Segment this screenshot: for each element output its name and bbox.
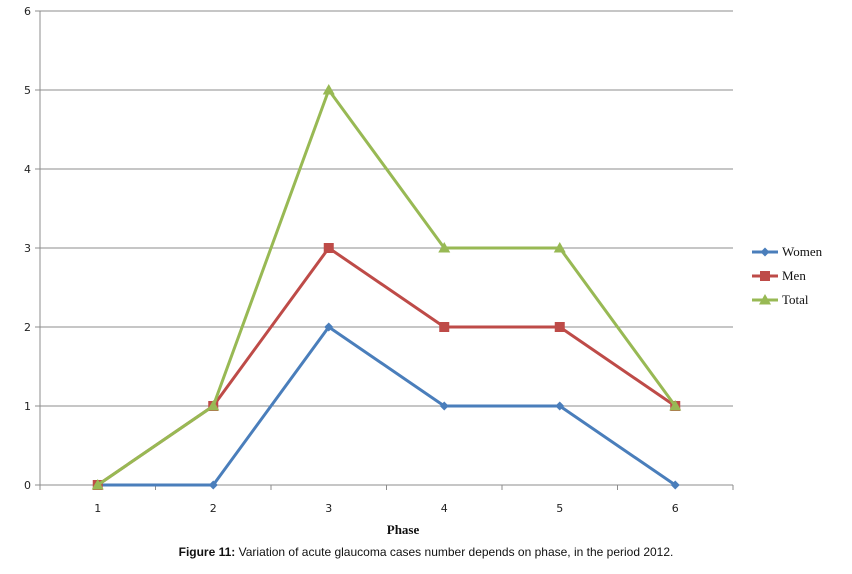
data-point-men-3 bbox=[323, 243, 334, 253]
data-point-women-3 bbox=[324, 322, 334, 332]
legend-label-men: Men bbox=[782, 268, 806, 283]
y-tick-label-4: 4 bbox=[24, 163, 31, 176]
y-tick-label-6: 6 bbox=[24, 5, 31, 18]
data-point-total-3 bbox=[322, 84, 335, 95]
x-tick-label-5: 5 bbox=[556, 502, 563, 515]
figure-caption: Figure 11: Variation of acute glaucoma c… bbox=[0, 545, 852, 559]
axes: 0 1 2 3 4 5 6 1 2 3 4 5 6 bbox=[24, 5, 734, 515]
legend-label-women: Women bbox=[782, 244, 823, 259]
x-tick-label-3: 3 bbox=[325, 502, 332, 515]
y-tick-label-1: 1 bbox=[24, 400, 31, 413]
gridlines bbox=[40, 10, 733, 407]
legend-marker-women bbox=[760, 247, 770, 257]
y-tick-label-0: 0 bbox=[24, 479, 31, 492]
y-tick-label-5: 5 bbox=[24, 84, 31, 97]
legend: Women Men Total bbox=[752, 244, 823, 307]
legend-label-total: Total bbox=[782, 292, 809, 307]
data-point-women-2 bbox=[208, 480, 218, 490]
data-point-total-1 bbox=[91, 479, 104, 490]
x-tick-label-2: 2 bbox=[210, 502, 217, 515]
data-point-men-4 bbox=[439, 322, 450, 332]
data-point-total-5 bbox=[553, 242, 566, 253]
data-point-total-4 bbox=[438, 242, 451, 253]
legend-marker-men bbox=[760, 271, 770, 281]
legend-item-total: Total bbox=[752, 292, 809, 307]
x-axis-title: Phase bbox=[387, 522, 420, 537]
data-point-total-2 bbox=[207, 400, 220, 411]
legend-item-women: Women bbox=[752, 244, 823, 259]
x-tick-label-4: 4 bbox=[441, 502, 448, 515]
data-point-women-4 bbox=[439, 401, 449, 411]
data-point-women-5 bbox=[555, 401, 565, 411]
caption-label: Figure 11: bbox=[178, 545, 236, 559]
legend-item-men: Men bbox=[752, 268, 806, 283]
legend-marker-total bbox=[759, 294, 771, 305]
data-point-women-6 bbox=[670, 480, 680, 490]
series-lines bbox=[91, 84, 682, 490]
data-point-total-6 bbox=[669, 400, 682, 411]
y-tick-label-2: 2 bbox=[24, 321, 31, 334]
data-point-men-5 bbox=[554, 322, 565, 332]
caption-text: Variation of acute glaucoma cases number… bbox=[235, 545, 674, 559]
y-tick-label-3: 3 bbox=[24, 242, 31, 255]
x-tick-label-6: 6 bbox=[672, 502, 679, 515]
series-line-total bbox=[96, 88, 677, 487]
x-tick-label-1: 1 bbox=[94, 502, 101, 515]
series-total bbox=[91, 84, 682, 490]
series-line-women bbox=[97, 325, 677, 487]
